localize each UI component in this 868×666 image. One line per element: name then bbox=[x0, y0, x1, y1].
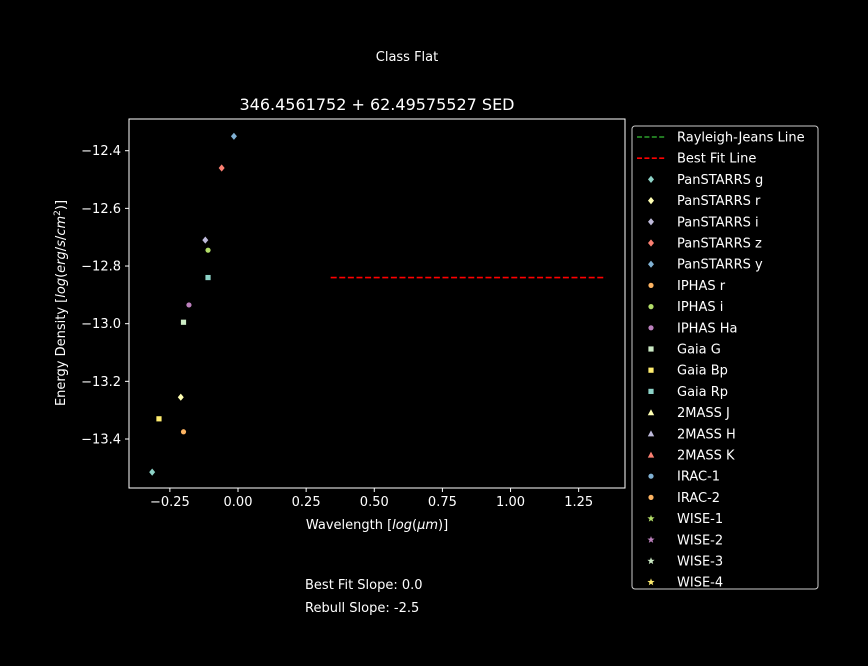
legend-label: Gaia Bp bbox=[677, 364, 728, 379]
legend-label: WISE-3 bbox=[677, 555, 723, 570]
legend: Rayleigh-Jeans Line Best Fit Line PanSTARR… bbox=[631, 125, 819, 591]
legend-marker-swatch bbox=[648, 494, 654, 500]
panstarrs-i-point bbox=[202, 236, 209, 244]
x-axis-ticks: −0.25 0.00 0.25 0.50 0.75 1.00 1.25 bbox=[150, 488, 593, 510]
x-tick-label: 0.75 bbox=[428, 495, 457, 510]
legend-label: PanSTARRS g bbox=[677, 173, 763, 188]
panstarrs-r-point bbox=[177, 393, 184, 401]
legend-marker-swatch bbox=[647, 514, 655, 522]
legend-marker-swatch bbox=[648, 282, 654, 288]
x-tick-label: 0.50 bbox=[360, 495, 389, 510]
legend-marker-swatch bbox=[647, 409, 655, 416]
legend-label: PanSTARRS i bbox=[677, 215, 759, 230]
y-axis-ticks: −12.4 −12.6 −12.8 −13.0 −13.2 −13.4 bbox=[81, 144, 129, 447]
panstarrs-z-point bbox=[218, 164, 225, 172]
legend-label: PanSTARRS z bbox=[677, 237, 762, 252]
y-tick-label: −12.8 bbox=[81, 260, 121, 275]
legend-label: WISE-1 bbox=[677, 512, 723, 527]
legend-label: WISE-2 bbox=[677, 533, 723, 548]
y-axis-label: Energy Density [log(erg/s/cm2)] bbox=[53, 200, 69, 406]
y-tick-label: −13.0 bbox=[81, 317, 121, 332]
legend-marker-swatch bbox=[648, 218, 654, 226]
gaia-g-point bbox=[180, 319, 187, 325]
legend-marker-swatch bbox=[648, 473, 654, 479]
legend-marker-swatch bbox=[648, 325, 654, 331]
chart-title: 346.4561752 + 62.49575527 SED bbox=[239, 95, 514, 114]
legend-label: IRAC-1 bbox=[677, 470, 720, 485]
legend-label: IPHAS Ha bbox=[677, 321, 737, 336]
y-tick-label: −13.2 bbox=[81, 375, 121, 390]
legend-marker-swatch bbox=[647, 578, 655, 586]
y-tick-label: −13.4 bbox=[81, 432, 121, 447]
x-axis-label: Wavelength [log(μm)] bbox=[306, 518, 448, 533]
figure-suptitle: Class Flat bbox=[376, 50, 439, 65]
legend-label: IRAC-2 bbox=[677, 491, 720, 506]
legend-label: Gaia Rp bbox=[677, 385, 728, 400]
legend-label: IPHAS i bbox=[677, 300, 723, 315]
axes-frame bbox=[128, 118, 626, 489]
legend-label: Best Fit Line bbox=[677, 152, 756, 167]
x-tick-label: −0.25 bbox=[150, 495, 190, 510]
legend-marker-swatch bbox=[648, 367, 654, 373]
gaia-rp-point bbox=[205, 274, 211, 281]
iphas-r-point bbox=[180, 429, 187, 435]
legend-marker-swatch bbox=[648, 260, 654, 268]
legend-marker-swatch bbox=[648, 388, 654, 394]
legend-label: 2MASS H bbox=[677, 427, 736, 442]
legend-marker-swatch bbox=[647, 536, 655, 543]
iphas-ha-point bbox=[186, 302, 192, 308]
y-tick-label: −12.4 bbox=[81, 144, 121, 159]
plot-area: −0.25 0.00 0.25 0.50 0.75 1.00 1.25 −12.4 −12.6… bbox=[81, 118, 626, 510]
best-fit-slope-note: Best Fit Slope: 0.0 bbox=[305, 578, 423, 593]
legend-label: 2MASS K bbox=[677, 449, 735, 464]
legend-marker-swatch bbox=[648, 346, 654, 352]
legend-marker-swatch bbox=[648, 197, 654, 205]
legend-label: Gaia G bbox=[677, 343, 721, 358]
x-tick-label: 1.25 bbox=[564, 495, 593, 510]
legend-label: WISE-4 bbox=[677, 576, 723, 591]
y-tick-label: −12.6 bbox=[81, 202, 121, 217]
legend-marker-swatch bbox=[648, 175, 654, 183]
legend-marker-swatch bbox=[647, 430, 655, 437]
legend-marker-swatch bbox=[647, 451, 655, 458]
gaia-bp-point bbox=[156, 416, 162, 422]
rebull-slope-note: Rebull Slope: -2.5 bbox=[305, 601, 419, 616]
legend-label: Rayleigh-Jeans Line bbox=[677, 131, 805, 146]
x-tick-label: 0.00 bbox=[224, 495, 253, 510]
legend-label: 2MASS J bbox=[677, 406, 730, 421]
x-tick-label: 1.00 bbox=[496, 495, 525, 510]
legend-label: IPHAS r bbox=[677, 279, 726, 294]
legend-box bbox=[631, 125, 819, 590]
iphas-i-point bbox=[205, 247, 211, 253]
panstarrs-g-point bbox=[149, 468, 156, 476]
legend-label: PanSTARRS y bbox=[677, 258, 763, 273]
legend-marker-swatch bbox=[648, 239, 654, 247]
panstarrs-y-point bbox=[230, 132, 237, 140]
legend-marker-swatch bbox=[647, 557, 655, 565]
data-points bbox=[149, 132, 237, 476]
legend-marker-swatch bbox=[648, 304, 654, 310]
legend-label: PanSTARRS r bbox=[677, 194, 761, 209]
x-tick-label: 0.25 bbox=[292, 495, 321, 510]
